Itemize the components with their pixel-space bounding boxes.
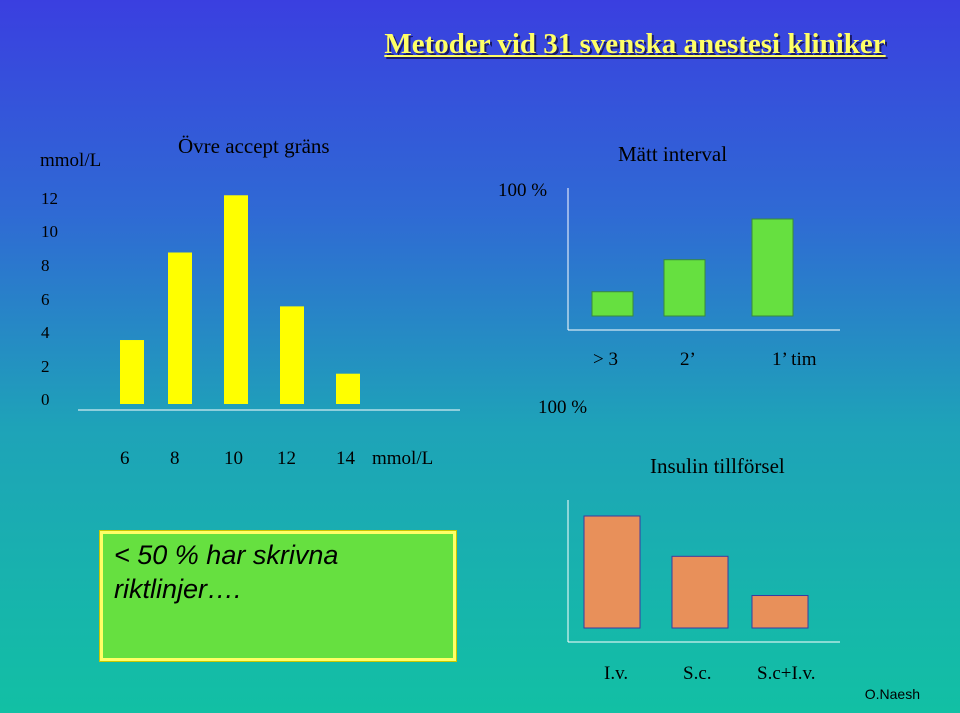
interval-bar <box>751 218 794 317</box>
y-tick-label: 0 <box>41 390 50 409</box>
insulin-bar <box>583 515 641 629</box>
left-chart-unit-label: mmol/L <box>40 150 102 171</box>
note-text: < 50 % har skrivna riktlinjer…. <box>114 540 339 604</box>
x-tick-label: 14 <box>336 448 355 469</box>
glucose-bar <box>120 340 144 404</box>
insulin-tick-label: S.c. <box>683 663 712 684</box>
matt-interval-title: Mätt interval <box>618 142 728 166</box>
x-tick-label: 8 <box>170 448 180 469</box>
y-tick-label: 6 <box>41 290 50 309</box>
y-tick-label: 12 <box>41 189 58 208</box>
glucose-bar <box>224 195 248 404</box>
note-box <box>99 530 457 662</box>
y-tick-label: 10 <box>41 222 58 241</box>
interval-bars <box>591 218 794 317</box>
insulin-tick-label: I.v. <box>604 663 629 684</box>
insulin-bars <box>583 515 809 629</box>
interval-tick-label: > 3 <box>593 349 618 370</box>
glucose-bar <box>280 306 304 404</box>
x-unit-label: mmol/L <box>372 448 434 469</box>
interval-tick-label: 2’ <box>680 349 696 370</box>
insulin-bar <box>751 595 809 629</box>
page-title: Metoder vid 31 svenska anestesi kliniker <box>384 28 886 60</box>
interval-bar <box>591 291 634 317</box>
insulin-tick-label: S.c+I.v. <box>757 663 816 684</box>
bottom-percent-label: 100 % <box>538 397 588 418</box>
x-tick-label: 10 <box>224 448 243 469</box>
interval-tick-label: 1’ tim <box>772 349 817 370</box>
upper-limit-label: Övre accept gräns <box>178 134 330 158</box>
x-tick-label: 6 <box>120 448 130 469</box>
left-bars <box>120 195 360 404</box>
y-tick-label: 2 <box>41 357 50 376</box>
glucose-bar <box>336 373 360 404</box>
author-signature: O.Naesh <box>864 686 920 702</box>
insulin-title: Insulin tillförsel <box>650 454 785 478</box>
interval-bar <box>663 259 706 317</box>
x-tick-label: 12 <box>277 448 296 469</box>
top-percent-label: 100 % <box>498 180 548 201</box>
y-tick-label: 8 <box>41 256 50 275</box>
glucose-bar <box>168 252 192 404</box>
y-tick-label: 4 <box>41 323 50 342</box>
insulin-bar <box>671 555 729 629</box>
